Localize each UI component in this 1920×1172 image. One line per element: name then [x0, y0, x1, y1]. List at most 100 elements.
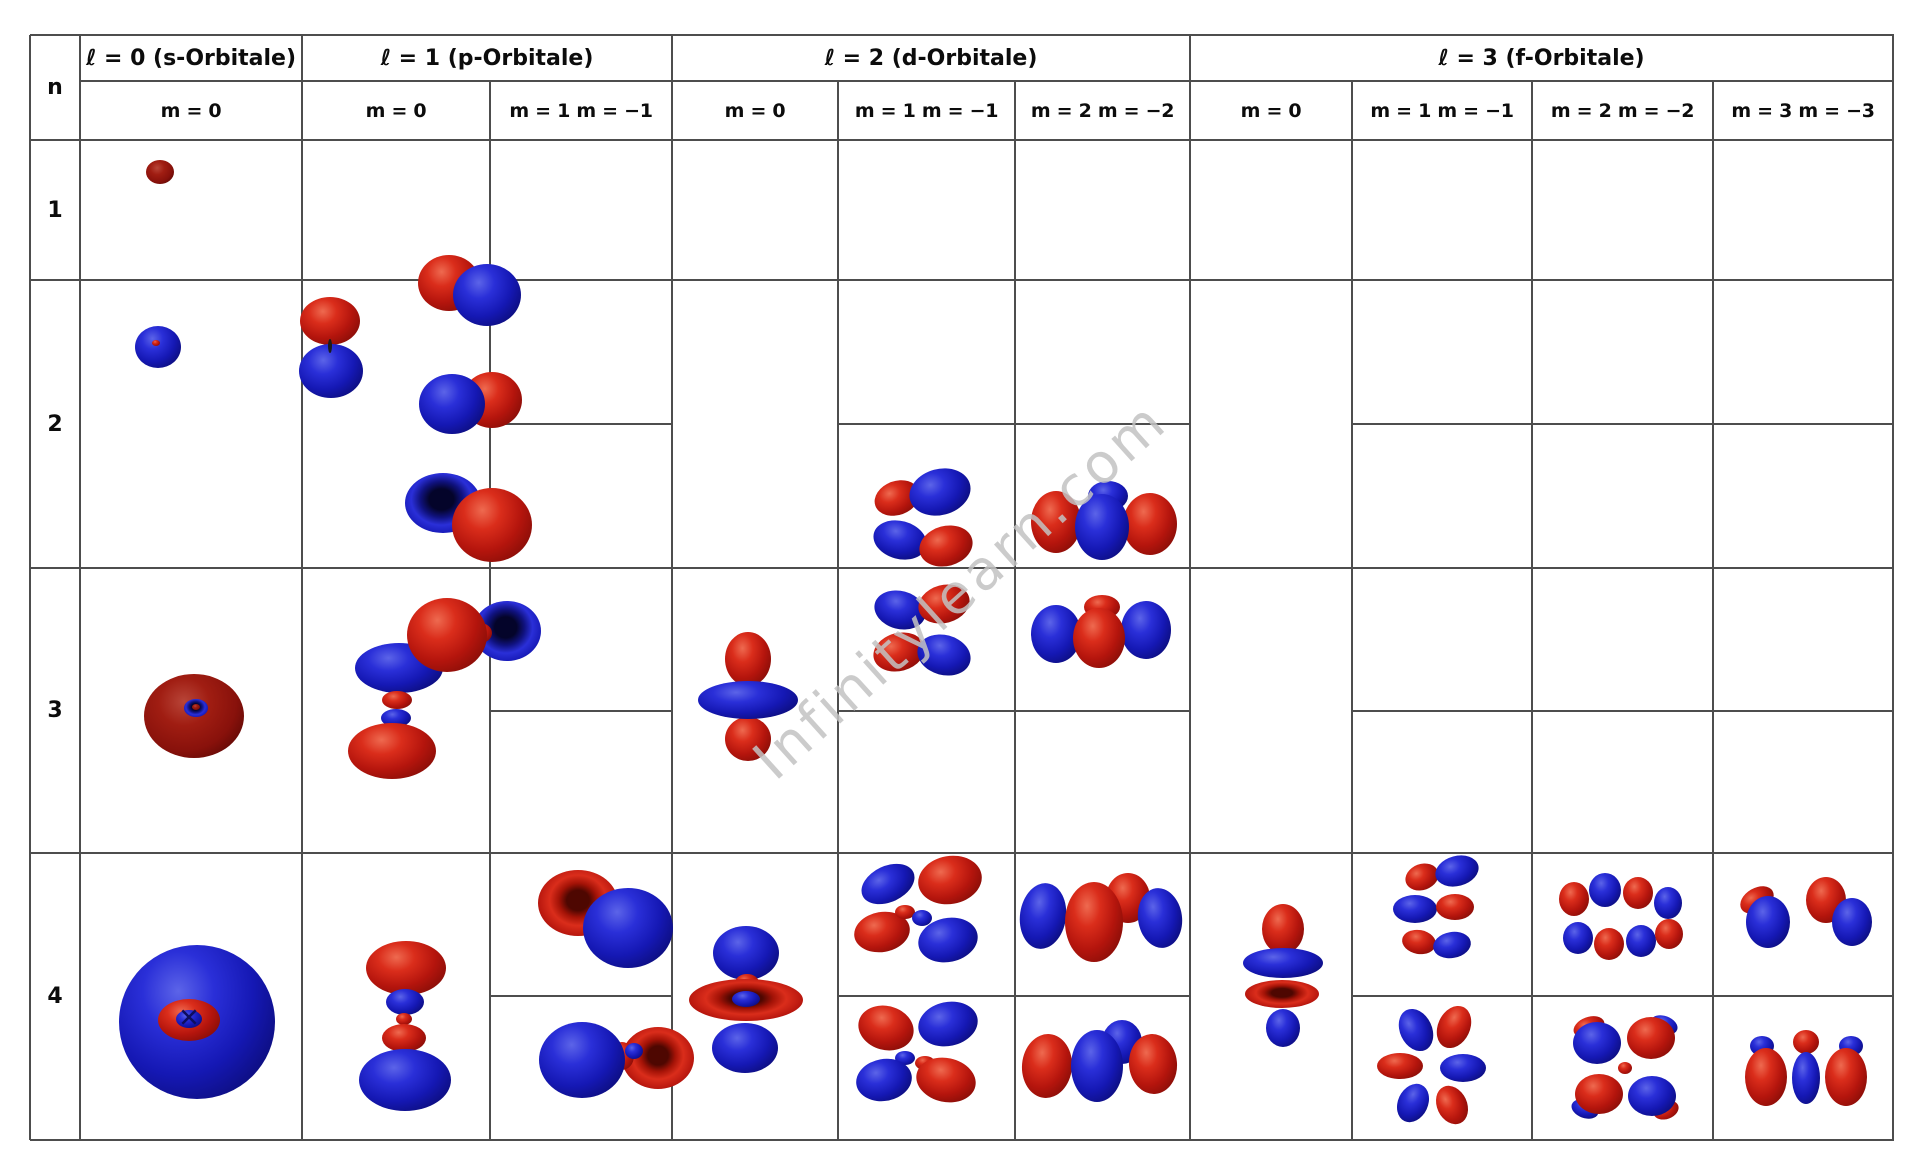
orbital-lobe [904, 461, 976, 523]
orbital-lobe [1735, 880, 1779, 920]
orbital-lobe [915, 1056, 935, 1070]
orbital-lobe [689, 979, 803, 1021]
orbital-lobe [914, 912, 982, 968]
orbital-lobe [853, 999, 919, 1057]
orbital-lobe [1084, 595, 1120, 619]
orbital-lobe [914, 850, 986, 910]
orbital-lobe [396, 1013, 412, 1025]
orbital-lobe [1071, 1030, 1123, 1102]
orbital-lobe [366, 941, 446, 995]
grid-hline-2 [30, 139, 1894, 141]
orbital-lobe [473, 601, 541, 661]
orbital-lobe [895, 1051, 915, 1065]
grid-hline-6 [30, 1139, 1894, 1141]
orbital-lobe [1618, 1062, 1632, 1074]
orbital-lobe [1262, 904, 1304, 954]
orbital-lobe [1627, 1017, 1675, 1059]
orbital-lobe [725, 632, 771, 686]
orbital-lobe [1436, 894, 1474, 920]
orbital-lobe [712, 1023, 778, 1073]
orbital-lobe [1392, 1003, 1440, 1057]
header-f-m0: m = 0 [1240, 99, 1302, 122]
orbital-lobe [1623, 877, 1653, 909]
orbital-lobe [912, 910, 932, 926]
orbital-lobe [610, 1042, 634, 1070]
orbital-lobe [462, 372, 522, 428]
orbital-lobe [1065, 882, 1123, 962]
orbital-lobe [1647, 1011, 1681, 1039]
grid-hline-0 [30, 34, 1894, 36]
orbital-lobe [1825, 1048, 1867, 1106]
orbital-lobe [1031, 605, 1081, 663]
grid-subline-n2-1 [838, 423, 1190, 425]
orbital-lobe [299, 344, 363, 398]
row-label-n2: 2 [47, 411, 63, 437]
orbital-lobe [1393, 895, 1437, 923]
grid-vline-7 [1189, 35, 1191, 1140]
grid-subline-n2-0 [490, 423, 672, 425]
orbital-lobe [1750, 1036, 1774, 1056]
orbital-lobe [735, 974, 759, 992]
orbital-lobe [144, 674, 244, 758]
header-p-m0: m = 0 [365, 99, 427, 122]
grid-subline-n2-2 [1352, 423, 1893, 425]
orbital-lobe [1121, 601, 1171, 659]
orbital-lobe [386, 989, 424, 1015]
orbital-lobe [1568, 1095, 1602, 1123]
orbital-lobe [1266, 1009, 1300, 1047]
orbital-lobe [1102, 1020, 1142, 1064]
orbital-lobe [855, 855, 921, 913]
orbital-lobe [869, 514, 931, 566]
orbital-lobe [583, 888, 673, 968]
orbital-lobe [914, 996, 982, 1052]
orbital-lobe [869, 474, 925, 522]
grid-vline-8 [1351, 81, 1353, 1140]
orbital-lobe [625, 1043, 643, 1059]
grid-vline-4 [671, 35, 673, 1140]
orbital-lobe [300, 297, 360, 345]
orbital-lobe [407, 598, 487, 672]
grid-subline-n3-1 [838, 710, 1190, 712]
orbital-lobe [1073, 608, 1125, 668]
orbital-lobe [1792, 1052, 1820, 1104]
orbital-lobe [184, 699, 208, 717]
orbital-lobe [1400, 927, 1438, 957]
grid-subline-n4-1 [838, 995, 1190, 997]
orbital-lobe [382, 1024, 426, 1052]
orbital-lobe [895, 905, 915, 919]
grid-vline-0 [29, 35, 31, 1140]
grid-subline-n3-0 [490, 710, 672, 712]
orbital-lobe [1626, 925, 1656, 957]
orbital-lobe [1126, 1032, 1180, 1096]
orbital-lobe [192, 704, 200, 710]
orbital-lobe [1015, 880, 1071, 952]
header-l3-f-orbitale: ℓ = 3 (f-Orbitale) [1438, 45, 1645, 71]
orbital-lobe [852, 1054, 916, 1106]
orbital-lobe [1245, 980, 1319, 1008]
orbital-lobe [1429, 1080, 1475, 1130]
orbital-lobe [405, 473, 481, 533]
orbital-lobe [912, 1052, 980, 1108]
orbital-lobe [1431, 850, 1483, 892]
grid-subline-n4-2 [1352, 995, 1893, 997]
orbital-lobe [1745, 1048, 1787, 1106]
grid-vline-11 [1892, 35, 1894, 1140]
header-f-m1: m = 1 m = −1 [1370, 99, 1514, 122]
header-d-m2: m = 2 m = −2 [1030, 99, 1175, 122]
orbital-lobe [359, 1049, 451, 1111]
orbital-lobe [1746, 896, 1790, 948]
grid-subline-n4-0 [490, 995, 672, 997]
orbital-lobe [135, 326, 181, 368]
orbital-lobe [176, 1010, 202, 1028]
row-label-n4: 4 [47, 984, 63, 1009]
orbital-lobe [732, 991, 760, 1007]
header-s-m0: m = 0 [160, 99, 222, 122]
header-f-m3: m = 3 m = −3 [1731, 99, 1875, 122]
header-d-m0: m = 0 [724, 99, 786, 122]
orbital-lobe [152, 340, 160, 346]
orbital-lobe [1839, 1036, 1863, 1056]
grid-hline-1 [80, 80, 1894, 82]
orbital-lobe [1563, 922, 1593, 954]
orbital-lobe [1440, 1054, 1486, 1082]
